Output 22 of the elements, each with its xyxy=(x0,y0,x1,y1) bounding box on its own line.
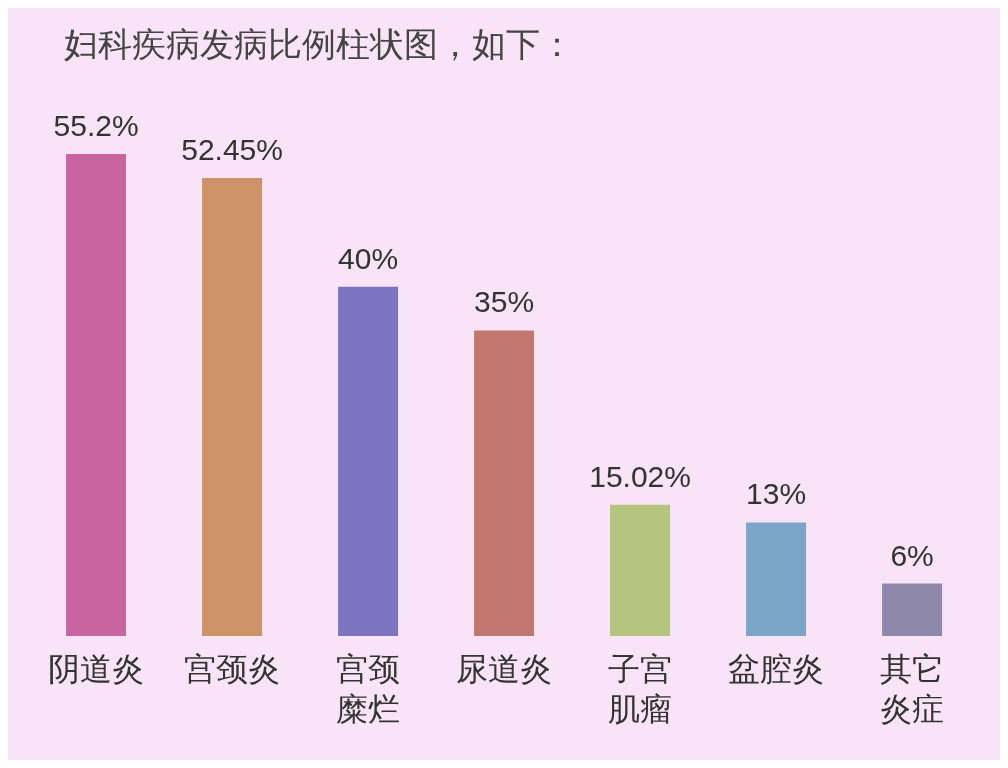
data-label: 15.02% xyxy=(589,459,691,493)
data-label: 55.2% xyxy=(53,109,139,142)
x-tick-label: 子宫肌瘤 xyxy=(608,651,672,727)
bar xyxy=(610,504,671,636)
x-tick-label: 盆腔炎 xyxy=(728,651,824,687)
data-label: 40% xyxy=(338,241,399,275)
x-tick-label: 其它炎症 xyxy=(880,651,944,727)
data-label: 35% xyxy=(474,285,535,319)
chart-title: 妇科疾病发病比例柱状图，如下： xyxy=(63,24,575,65)
bar xyxy=(338,286,399,636)
bar xyxy=(66,154,127,636)
bar xyxy=(474,330,535,636)
data-label: 13% xyxy=(746,477,807,511)
bar xyxy=(882,583,943,636)
x-tick-label: 阴道炎 xyxy=(48,651,144,687)
bar xyxy=(746,522,807,636)
data-label: 6% xyxy=(890,538,934,572)
x-tick-label: 尿道炎 xyxy=(456,651,552,687)
x-tick-label: 宫颈糜烂 xyxy=(336,651,400,727)
x-tick-label: 宫颈炎 xyxy=(184,651,280,687)
bar xyxy=(202,178,263,636)
data-label: 52.45% xyxy=(181,133,283,167)
